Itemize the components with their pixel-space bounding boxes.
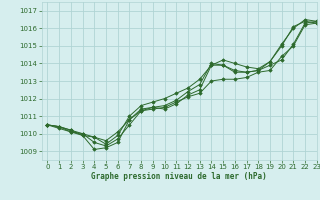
- X-axis label: Graphe pression niveau de la mer (hPa): Graphe pression niveau de la mer (hPa): [91, 172, 267, 181]
